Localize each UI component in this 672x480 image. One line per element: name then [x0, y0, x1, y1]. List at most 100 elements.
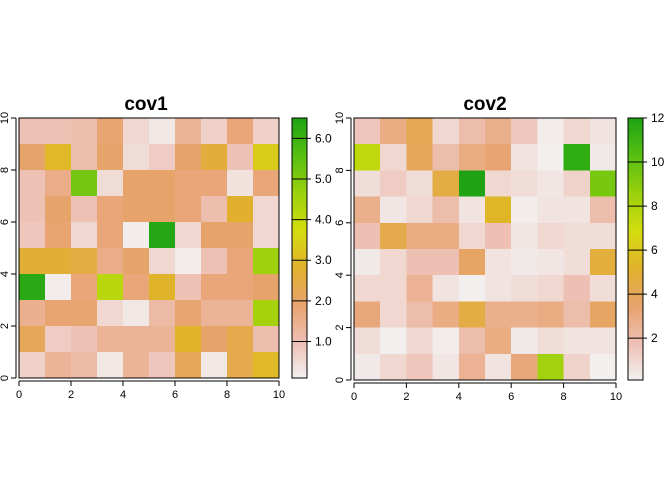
raster-cell: [175, 300, 202, 327]
colorbar-swatch: [292, 291, 307, 295]
raster-cell: [511, 249, 538, 276]
raster-cell: [485, 222, 512, 250]
raster-cell: [458, 327, 486, 355]
colorbar-swatch: [628, 222, 643, 226]
raster-cell: [406, 353, 434, 381]
y-tick-label: 4: [0, 271, 11, 277]
colorbar-swatch: [292, 276, 307, 279]
colorbar-frame: [291, 117, 308, 379]
colorbar-swatch: [628, 314, 643, 318]
colorbar-swatch: [292, 196, 307, 199]
colorbar-swatch: [628, 362, 643, 366]
colorbar-swatch: [628, 192, 643, 196]
colorbar-swatch: [628, 264, 643, 268]
colorbar-swatch: [292, 354, 307, 357]
raster-cell: [563, 222, 591, 250]
raster-cell: [589, 249, 617, 276]
raster-cell: [175, 222, 202, 249]
raster-cell: [97, 118, 124, 145]
colorbar-swatch: [628, 190, 643, 193]
colorbar-swatch: [292, 230, 307, 234]
colorbar-swatch: [628, 255, 643, 259]
raster-cell: [71, 170, 98, 197]
raster-cell: [406, 170, 434, 198]
raster-cell: [123, 274, 150, 301]
colorbar-swatch: [628, 277, 643, 281]
colorbar-swatch: [292, 224, 307, 227]
colorbar-swatch: [292, 217, 307, 221]
colorbar-swatch: [292, 362, 307, 366]
colorbar-swatch: [292, 150, 307, 154]
x-tick-label: 0: [16, 389, 22, 401]
colorbar-swatch: [628, 183, 643, 187]
colorbar-swatch: [292, 215, 307, 219]
raster-cell: [97, 300, 124, 327]
colorbar-swatch: [628, 329, 643, 333]
colorbar-swatch: [628, 185, 643, 189]
panel-title-cov2: cov2: [463, 94, 506, 115]
x-tick-label: 6: [172, 389, 178, 401]
colorbar-swatch: [292, 319, 307, 323]
colorbar-swatch: [628, 294, 643, 298]
raster-cell: [432, 275, 460, 302]
colorbar-swatch: [292, 252, 307, 256]
colorbar-swatch: [628, 351, 643, 355]
raster-cell: [45, 144, 72, 171]
raster-cell: [380, 249, 407, 276]
colorbar-swatch: [628, 244, 643, 248]
colorbar-swatch: [628, 229, 643, 233]
colorbar-swatch: [292, 369, 307, 373]
colorbar-swatch: [628, 342, 643, 346]
colorbar-swatch: [292, 313, 307, 316]
colorbar-swatch: [292, 250, 307, 253]
raster-cell: [149, 144, 176, 171]
colorbar-swatch: [628, 128, 643, 132]
colorbar-swatch: [628, 246, 643, 250]
colorbar-swatch: [292, 193, 307, 197]
raster-cell: [485, 301, 512, 329]
colorbar-swatch: [628, 349, 643, 353]
raster-cell: [432, 353, 460, 381]
raster-cell: [537, 301, 565, 329]
raster-cell: [149, 274, 176, 301]
raster-cell: [380, 275, 407, 302]
colorbar-swatch: [628, 118, 643, 121]
raster-cell: [123, 248, 150, 275]
raster-cell: [380, 301, 407, 329]
raster-cell: [97, 222, 124, 249]
raster-cell: [19, 326, 46, 353]
raster-cell: [354, 118, 381, 145]
raster-cell: [149, 170, 176, 197]
colorbar-swatch: [628, 316, 643, 320]
colorbar-swatch: [292, 148, 307, 152]
colorbar-swatch: [628, 240, 643, 244]
colorbar-swatch: [292, 241, 307, 245]
colorbar-tick-label: 6: [651, 243, 658, 257]
raster-cell: [201, 248, 228, 275]
x-tick-label: 8: [224, 389, 230, 401]
raster-cell: [589, 301, 617, 329]
colorbar-swatch: [628, 170, 643, 174]
panel-cov2: cov2 0 2 4 6 8 10 0 2 4 6 8 10 2 4 6 8 10 12: [334, 94, 665, 403]
raster-cell: [45, 274, 72, 301]
raster-cell: [458, 249, 486, 276]
colorbar-swatch: [628, 253, 643, 257]
raster-cell: [380, 118, 407, 145]
colorbar-swatch: [628, 338, 643, 342]
colorbar-swatch: [292, 228, 307, 232]
colorbar-swatch: [628, 205, 643, 209]
colorbar-swatch: [292, 219, 307, 223]
colorbar-swatch: [292, 128, 307, 132]
raster-cell: [458, 353, 486, 381]
colorbar-swatch: [292, 336, 307, 340]
colorbar-swatch: [292, 120, 307, 123]
colorbar-swatch: [628, 347, 643, 351]
colorbar-swatch: [292, 161, 307, 165]
raster-cell: [45, 222, 72, 249]
colorbar-swatch: [292, 239, 307, 243]
raster-cell: [71, 222, 98, 249]
raster-cell: [201, 144, 228, 171]
colorbar-swatch: [292, 187, 307, 191]
colorbar-swatch: [292, 118, 307, 121]
colorbar-swatch: [628, 150, 643, 154]
